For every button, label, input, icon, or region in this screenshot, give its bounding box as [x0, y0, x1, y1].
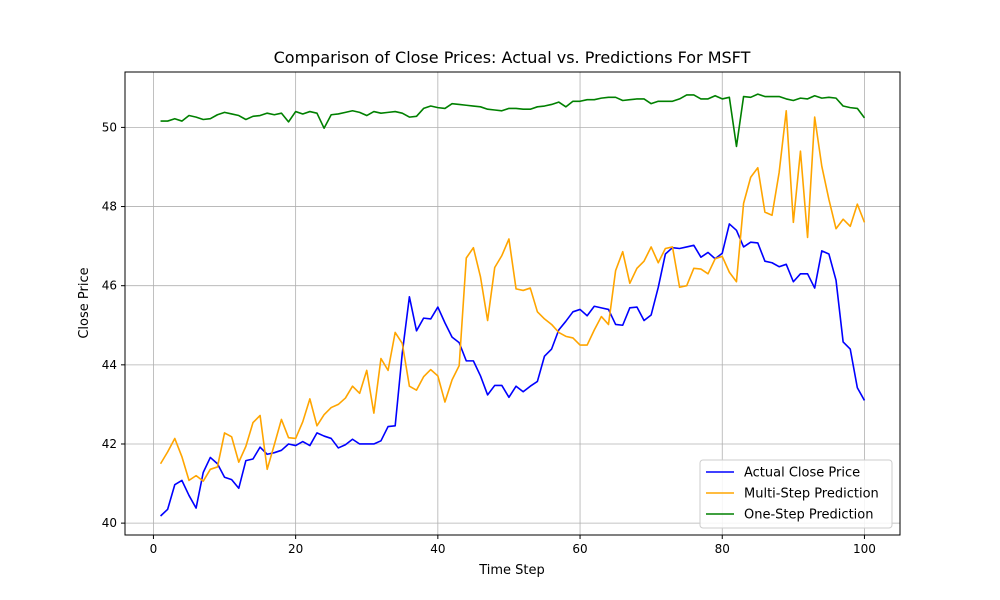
legend-label: One-Step Prediction	[744, 508, 873, 523]
legend-box	[699, 459, 893, 529]
y-tick-label: 46	[102, 279, 117, 293]
legend-label: Actual Close Price	[744, 466, 860, 481]
chart-title: Comparison of Close Prices: Actual vs. P…	[274, 48, 751, 67]
series-layer	[159, 93, 866, 517]
series-line-one-step-prediction	[160, 93, 866, 148]
y-tick-label: 50	[102, 120, 117, 134]
legend-label: Multi-Step Prediction	[744, 487, 879, 502]
plot-frame	[124, 71, 901, 536]
x-tick-label: 60	[572, 542, 587, 556]
legend: Actual Close Price Multi-Step Prediction O…	[699, 459, 893, 529]
series-line-multi-step-prediction	[159, 109, 866, 482]
x-tick-label: 0	[150, 542, 158, 556]
x-tick-label: 80	[715, 542, 730, 556]
tick-layer: 0 20 40 60 80 100 40 42 44 46 48 50	[102, 120, 876, 556]
y-tick-label: 40	[102, 516, 117, 530]
x-tick-label: 100	[853, 542, 876, 556]
y-axis-label: Close Price	[77, 267, 92, 338]
y-tick-label: 48	[102, 200, 117, 214]
x-tick-label: 40	[430, 542, 445, 556]
y-tick-label: 44	[102, 358, 117, 372]
x-tick-label: 20	[288, 542, 303, 556]
x-axis-label: Time Step	[478, 563, 545, 578]
series-line-actual-close-price	[160, 223, 866, 517]
y-tick-label: 42	[102, 437, 117, 451]
